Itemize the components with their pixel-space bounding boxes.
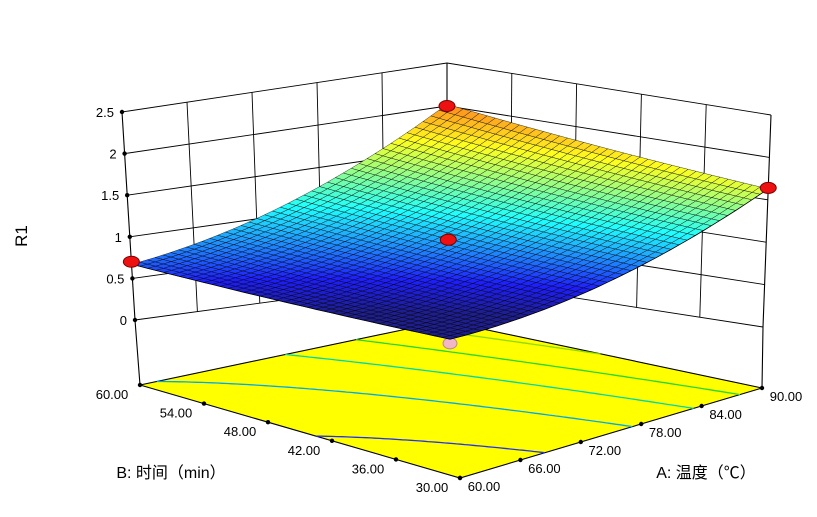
tick-dot	[329, 438, 335, 443]
tick-label: 60.00	[468, 479, 501, 494]
floor-contour-line	[285, 353, 694, 410]
tick-dot	[122, 151, 127, 156]
tick-label: 48.00	[224, 424, 257, 439]
tick-label: 54.00	[160, 406, 193, 421]
y-axis-title: B: 时间（min）	[116, 464, 225, 482]
wall-grid-line	[124, 105, 448, 155]
below-surface-points	[442, 337, 458, 350]
tick-dot	[578, 439, 583, 445]
tick-label: 90.00	[770, 389, 803, 404]
tick-dot	[201, 401, 207, 406]
tick-label: 84.00	[709, 407, 742, 422]
tick-dot	[759, 385, 765, 391]
wall-grid-line	[121, 62, 448, 113]
surface-mesh	[130, 104, 769, 340]
surface-edge-front	[449, 188, 769, 340]
tick-dot	[639, 421, 644, 427]
tick-dot	[457, 475, 463, 481]
tick-label: 42.00	[288, 443, 321, 458]
tick-dot	[130, 276, 135, 281]
design-point	[438, 100, 456, 112]
floor-contour-line	[356, 339, 741, 396]
tick-label: 78.00	[649, 425, 682, 440]
floor-contour-line	[156, 380, 633, 428]
design-point-below	[442, 337, 458, 350]
tick-label: 1.5	[101, 188, 119, 203]
design-point	[439, 233, 457, 246]
tick-dot	[518, 457, 523, 463]
tick-label: 2	[109, 147, 116, 162]
tick-label: 1	[115, 230, 122, 245]
tick-dot	[265, 420, 271, 425]
tick-dot	[137, 382, 143, 388]
tick-label: 0.5	[106, 271, 124, 286]
design-points	[122, 100, 777, 268]
tick-dot	[132, 317, 138, 323]
tick-marks-and-labels: 0 0.5 1 1.5 2 2.5 30.00 36.00 42.00 48.00 54.00 60.…	[96, 105, 803, 495]
axis-line	[761, 114, 772, 389]
floor-contour-line	[316, 435, 546, 454]
tick-label: 60.00	[96, 387, 129, 402]
tick-dot	[125, 193, 130, 198]
design-point	[759, 181, 777, 194]
tick-label: 66.00	[528, 461, 561, 476]
tick-label: 0	[120, 313, 127, 328]
design-point	[122, 255, 140, 268]
tick-label: 2.5	[96, 105, 114, 120]
surface-edge-left	[131, 263, 451, 340]
tick-dot	[699, 403, 704, 409]
tick-label: 36.00	[352, 461, 385, 476]
tick-dot	[393, 457, 399, 462]
wall-grid-line	[446, 62, 772, 116]
wall-grid-line	[446, 105, 770, 158]
tick-dot	[127, 234, 132, 239]
tick-label: 72.00	[589, 443, 622, 458]
z-axis-title: R1	[12, 225, 31, 247]
tick-label: 30.00	[416, 480, 449, 495]
tick-dot	[119, 109, 125, 115]
x-axis-title: A: 温度（℃）	[656, 464, 756, 482]
